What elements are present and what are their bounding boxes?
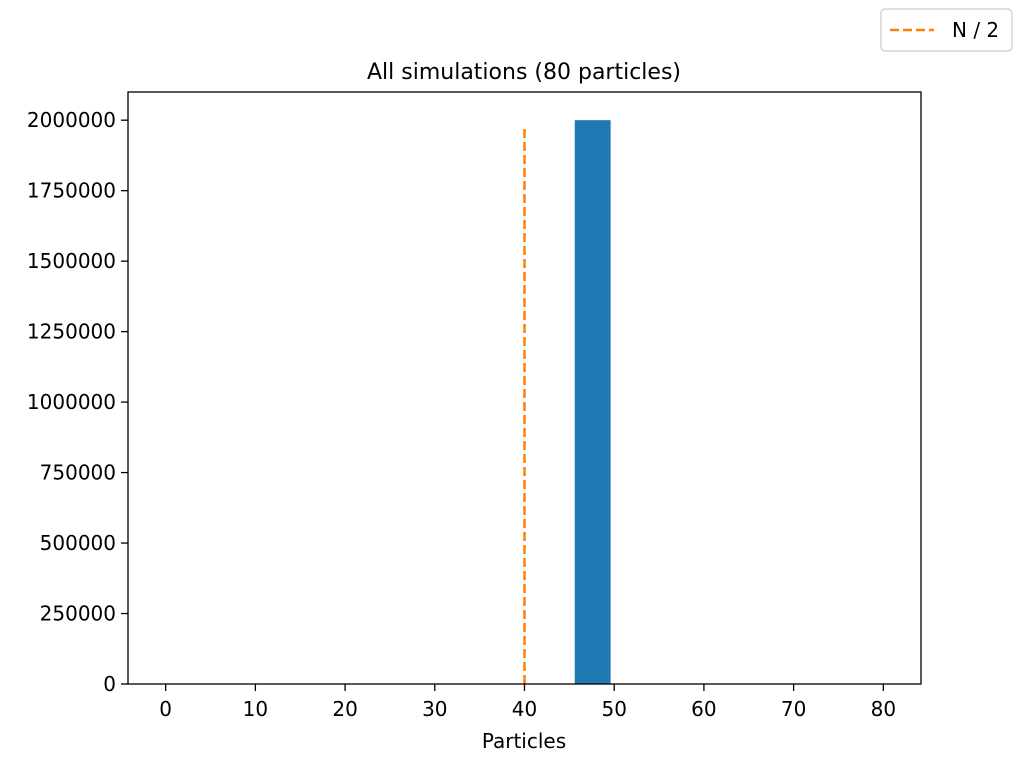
x-tick-label: 70 <box>781 697 806 721</box>
x-tick-label: 40 <box>512 697 537 721</box>
x-axis-ticks: 0 10 20 30 40 50 60 70 80 <box>159 684 896 721</box>
legend-label: N / 2 <box>952 18 999 42</box>
x-tick-label: 30 <box>422 697 447 721</box>
y-tick-label: 500000 <box>40 531 116 555</box>
x-tick-label: 60 <box>691 697 716 721</box>
y-tick-label: 750000 <box>40 461 116 485</box>
y-tick-label: 250000 <box>40 602 116 626</box>
legend-frame <box>880 8 1013 52</box>
y-tick-label: 1250000 <box>27 320 116 344</box>
x-axis-label: Particles <box>482 729 566 753</box>
y-axis-ticks: 0 250000 500000 750000 1000000 1250000 1500000… <box>27 108 128 696</box>
legend: N / 2 <box>880 8 1013 52</box>
x-tick-label: 50 <box>601 697 626 721</box>
chart-title: All simulations (80 particles) <box>367 60 681 85</box>
y-tick-label: 1750000 <box>27 179 116 203</box>
x-tick-label: 10 <box>243 697 268 721</box>
y-tick-label: 2000000 <box>27 108 116 132</box>
x-tick-label: 0 <box>159 697 172 721</box>
y-tick-label: 1500000 <box>27 249 116 273</box>
x-tick-label: 20 <box>332 697 357 721</box>
y-tick-label: 1000000 <box>27 390 116 414</box>
bars-layer <box>574 120 611 684</box>
histogram-bar <box>574 120 611 684</box>
x-tick-label: 80 <box>871 697 896 721</box>
y-tick-label: 0 <box>103 672 116 696</box>
